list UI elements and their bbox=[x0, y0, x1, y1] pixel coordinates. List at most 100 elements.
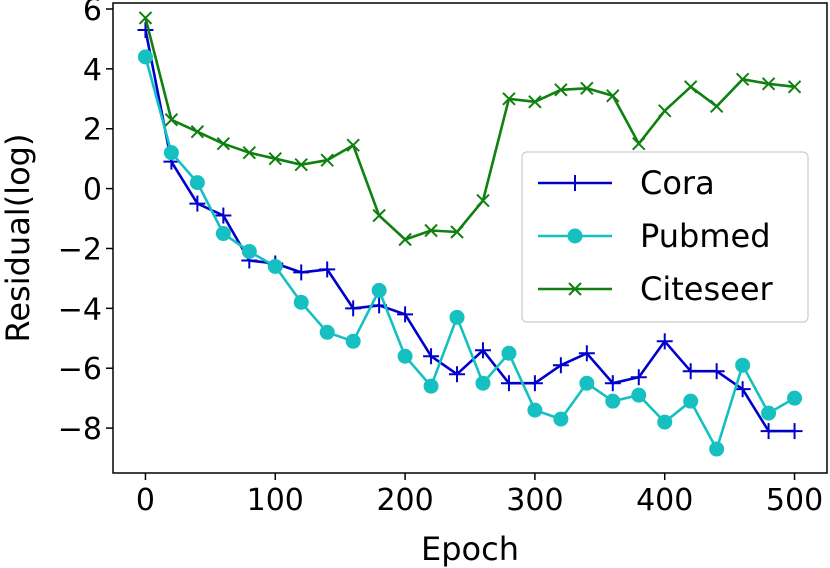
data-point-citeseer-2 bbox=[190, 125, 205, 139]
data-point-citeseer-14 bbox=[502, 92, 516, 106]
x-tick-label: 400 bbox=[636, 483, 693, 518]
data-point-pubmed-14 bbox=[501, 345, 517, 361]
x-tick-label: 300 bbox=[506, 483, 563, 518]
legend-label-cora: Cora bbox=[640, 164, 715, 202]
data-point-cora-10 bbox=[397, 306, 414, 323]
data-point-pubmed-9 bbox=[371, 282, 387, 298]
data-point-cora-21 bbox=[682, 363, 699, 380]
data-point-cora-11 bbox=[423, 348, 440, 365]
data-point-citeseer-6 bbox=[294, 157, 308, 172]
data-point-cora-2 bbox=[189, 195, 206, 212]
data-point-citeseer-15 bbox=[528, 95, 542, 109]
legend-marker-citeseer bbox=[568, 282, 582, 296]
data-point-pubmed-22 bbox=[709, 441, 725, 457]
data-point-pubmed-16 bbox=[553, 411, 569, 427]
y-tick-label: 0 bbox=[83, 173, 102, 208]
legend: Cora Pubmed Citeseer bbox=[521, 151, 809, 323]
data-point-citeseer-1 bbox=[164, 113, 179, 127]
data-point-citeseer-5 bbox=[268, 151, 282, 166]
data-point-pubmed-1 bbox=[163, 145, 179, 161]
data-point-citeseer-19 bbox=[632, 136, 646, 151]
data-point-citeseer-12 bbox=[450, 225, 464, 239]
y-axis-title: Residual(log) bbox=[0, 134, 37, 343]
legend-marker-pubmed bbox=[567, 228, 583, 244]
data-point-cora-22 bbox=[708, 363, 725, 380]
data-point-citeseer-21 bbox=[683, 80, 698, 94]
data-point-pubmed-17 bbox=[579, 375, 595, 391]
data-point-pubmed-10 bbox=[397, 348, 413, 364]
data-point-pubmed-19 bbox=[631, 387, 647, 403]
data-point-cora-17 bbox=[578, 345, 595, 362]
data-point-cora-0 bbox=[137, 21, 154, 38]
legend-item-cora: Cora bbox=[538, 164, 715, 202]
y-tick-label: 4 bbox=[83, 53, 102, 88]
legend-label-citeseer: Citeseer bbox=[640, 270, 774, 308]
data-point-pubmed-5 bbox=[267, 258, 283, 274]
y-tick-label: −8 bbox=[58, 412, 102, 447]
data-point-pubmed-0 bbox=[137, 49, 153, 65]
data-point-pubmed-13 bbox=[475, 375, 491, 391]
data-point-pubmed-23 bbox=[735, 357, 751, 373]
data-point-citeseer-10 bbox=[398, 232, 412, 247]
data-point-pubmed-12 bbox=[449, 309, 465, 325]
data-point-pubmed-4 bbox=[241, 243, 257, 259]
data-point-cora-7 bbox=[319, 261, 336, 278]
data-point-citeseer-24 bbox=[761, 77, 776, 91]
data-point-cora-12 bbox=[449, 366, 466, 383]
data-point-pubmed-7 bbox=[319, 324, 335, 340]
data-point-citeseer-20 bbox=[658, 104, 672, 118]
data-point-cora-18 bbox=[604, 375, 621, 392]
data-point-citeseer-17 bbox=[580, 81, 594, 96]
legend-item-citeseer: Citeseer bbox=[538, 270, 774, 308]
data-point-cora-13 bbox=[474, 342, 491, 359]
data-point-pubmed-21 bbox=[683, 393, 699, 409]
data-point-citeseer-0 bbox=[138, 11, 153, 25]
y-tick-label: 2 bbox=[83, 113, 102, 148]
data-point-citeseer-9 bbox=[372, 208, 386, 223]
data-point-pubmed-8 bbox=[345, 333, 361, 349]
data-point-pubmed-25 bbox=[787, 390, 803, 406]
data-point-citeseer-3 bbox=[216, 136, 231, 151]
series-pubmed bbox=[137, 49, 803, 457]
data-point-pubmed-11 bbox=[423, 378, 439, 394]
data-point-cora-25 bbox=[786, 423, 803, 440]
data-point-citeseer-16 bbox=[554, 83, 568, 97]
data-point-citeseer-18 bbox=[606, 89, 620, 103]
data-point-cora-16 bbox=[552, 357, 569, 374]
data-point-cora-8 bbox=[345, 300, 362, 317]
data-point-citeseer-4 bbox=[242, 145, 257, 160]
legend-box bbox=[521, 151, 809, 323]
data-point-citeseer-25 bbox=[787, 80, 802, 94]
data-point-pubmed-15 bbox=[527, 402, 543, 418]
x-tick-label: 100 bbox=[247, 483, 304, 518]
data-point-cora-3 bbox=[215, 207, 232, 224]
y-tick-label: −2 bbox=[58, 232, 102, 267]
x-tick-label: 500 bbox=[766, 483, 823, 518]
data-point-cora-15 bbox=[526, 375, 543, 392]
data-point-citeseer-23 bbox=[735, 72, 750, 87]
y-tick-label: −6 bbox=[58, 352, 102, 387]
data-point-citeseer-8 bbox=[346, 138, 360, 152]
x-tick-label: 200 bbox=[376, 483, 433, 518]
data-point-pubmed-20 bbox=[657, 414, 673, 430]
legend-marker-cora bbox=[567, 175, 583, 191]
data-point-pubmed-2 bbox=[189, 175, 205, 191]
data-point-cora-20 bbox=[656, 333, 673, 350]
data-point-pubmed-24 bbox=[761, 405, 777, 421]
legend-label-pubmed: Pubmed bbox=[640, 217, 771, 255]
data-point-pubmed-3 bbox=[215, 226, 231, 242]
y-tick-label: 6 bbox=[83, 0, 102, 28]
plot-area-frame bbox=[112, 2, 828, 474]
data-point-citeseer-7 bbox=[320, 153, 334, 167]
x-axis-title: Epoch bbox=[421, 530, 519, 568]
data-point-cora-23 bbox=[734, 381, 751, 398]
data-point-citeseer-13 bbox=[476, 193, 490, 208]
legend-item-pubmed: Pubmed bbox=[538, 217, 771, 255]
x-tick-label: 0 bbox=[136, 483, 155, 518]
data-point-citeseer-22 bbox=[709, 99, 724, 113]
data-point-cora-24 bbox=[760, 423, 777, 440]
data-point-cora-6 bbox=[293, 264, 310, 281]
data-point-pubmed-6 bbox=[293, 294, 309, 310]
series-citeseer bbox=[138, 11, 802, 247]
